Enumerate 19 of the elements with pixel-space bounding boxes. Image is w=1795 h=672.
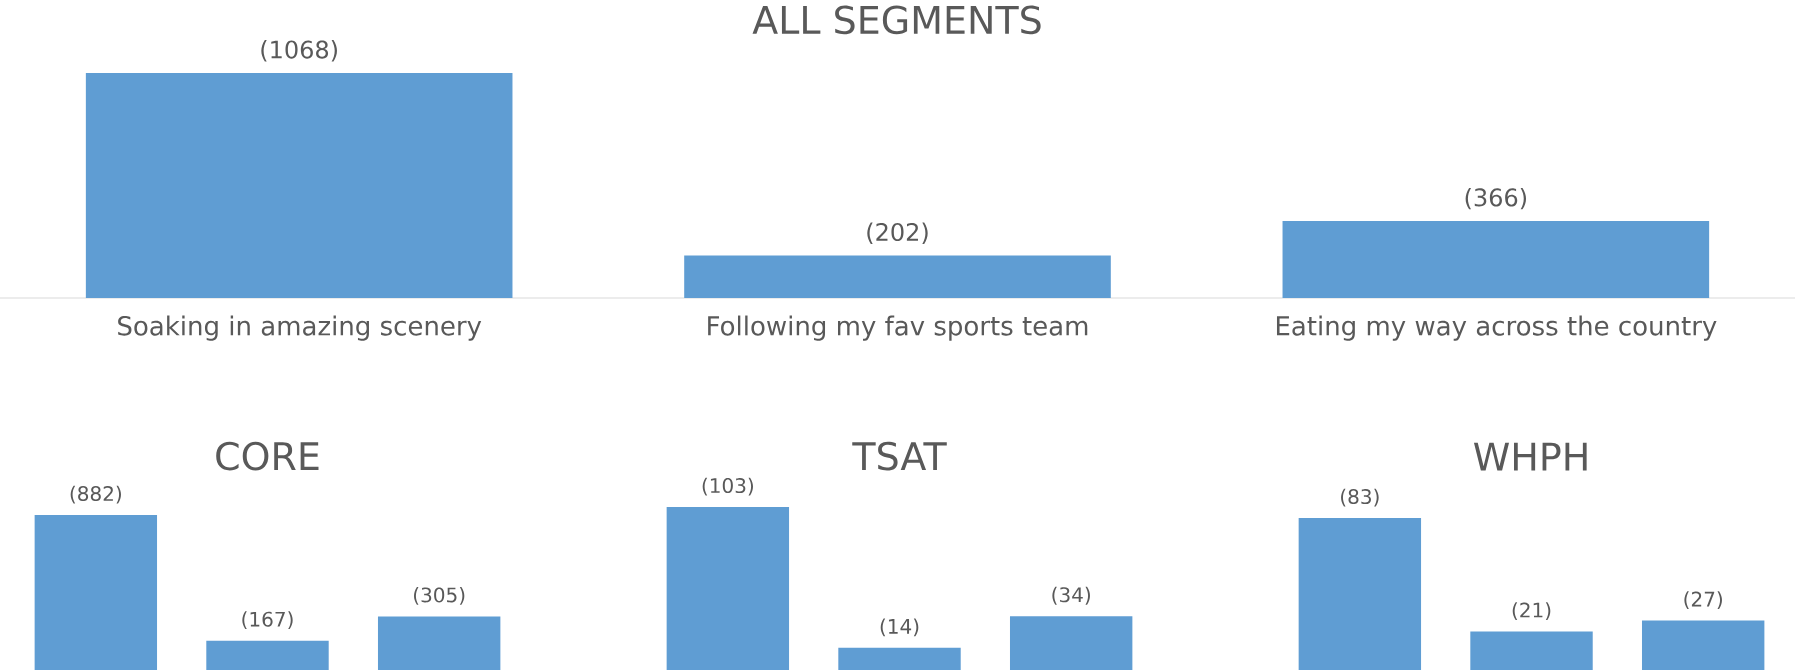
chart-title: CORE [216, 441, 319, 471]
x-tick-label: Eating my way across the country [1276, 315, 1717, 341]
data-label: (882) [70, 485, 121, 504]
data-label: (103) [702, 477, 753, 496]
x-tick-label: Soaking in amazing scenery [118, 315, 482, 341]
data-label: (1068) [261, 40, 337, 62]
data-label: (202) [867, 222, 928, 244]
chart-title: TSAT [852, 441, 947, 471]
data-label: (14) [880, 618, 919, 637]
chart-title: ALL SEGMENTS [752, 5, 1041, 35]
data-label: (366) [1465, 187, 1527, 210]
data-label: (167) [242, 611, 293, 630]
data-label: (305) [414, 587, 465, 605]
data-label: (21) [1512, 602, 1551, 621]
x-tick-label: Following my fav sports team [708, 315, 1088, 341]
data-label: (34) [1052, 586, 1090, 605]
data-label: (27) [1684, 591, 1722, 610]
data-label: (83) [1341, 488, 1379, 507]
chart-title: WHPH [1473, 442, 1587, 471]
